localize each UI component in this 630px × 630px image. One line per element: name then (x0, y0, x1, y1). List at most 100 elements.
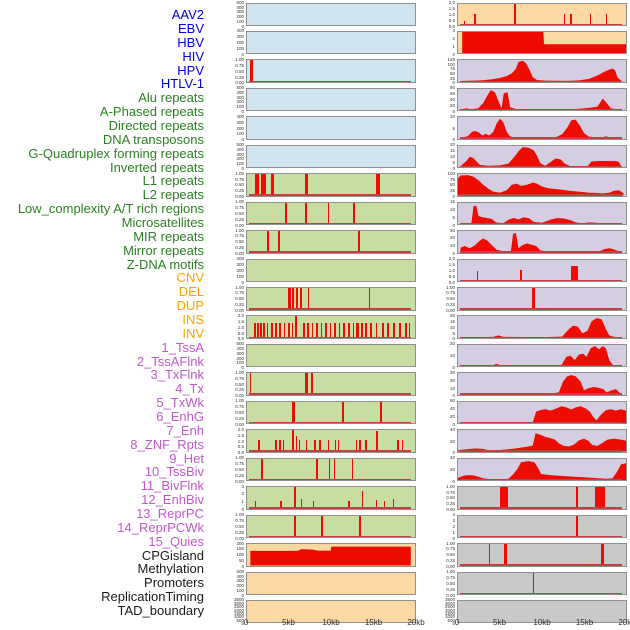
y-tick-label: 5 (452, 125, 455, 131)
y-tick-label: 0.75 (235, 404, 244, 410)
y-tick-label: 200 (236, 125, 244, 131)
signal-baseline (460, 108, 622, 111)
track-label-Alu repeats: Alu repeats (138, 90, 204, 106)
y-tick-label: 0.50 (446, 552, 455, 558)
y-tick-label: 0.25 (235, 472, 244, 478)
track-panel-A-Phased repeats (246, 201, 416, 226)
signal-bar (255, 174, 260, 196)
y-tick-label: 0 (452, 51, 455, 57)
track-label-7_Enh: 7_Enh (166, 422, 204, 438)
y-tick-label: 1 (452, 529, 455, 535)
y-tick-label: 0.75 (446, 489, 455, 495)
signal-bar (392, 498, 394, 509)
signal-bar (368, 288, 371, 310)
y-tick-label: 0.75 (235, 176, 244, 182)
signal-bar (267, 231, 270, 253)
y-tick-label: 500 (236, 569, 244, 574)
y-tick-label: 500 (447, 617, 455, 623)
signal-bar (384, 501, 386, 509)
track-label-MIR repeats: MIR repeats (133, 228, 204, 244)
track-panel-CPGisland (457, 486, 627, 510)
signal-bar (513, 3, 517, 25)
y-tick-label: 100 (236, 360, 244, 366)
y-tick-label: 1.00 (235, 56, 244, 62)
signal-bar (504, 544, 507, 566)
signal-area (461, 146, 621, 168)
track-panel-8_ZNF_Rpts (457, 258, 627, 283)
track-label-TAD_boundary: TAD_boundary (117, 603, 204, 618)
signal-bar (275, 439, 277, 452)
y-tick-label: 0 (241, 23, 244, 29)
y-tick-label: 3500 (233, 597, 244, 603)
x-tick-label: 0 (243, 617, 249, 627)
y-tick-label: 0.75 (235, 517, 244, 523)
y-tick-label: 0 (241, 564, 244, 570)
track-panel-4_Tx (457, 144, 627, 169)
y-tick-label: 200 (236, 156, 244, 162)
signal-baseline (249, 450, 411, 452)
signal-bar (519, 270, 522, 282)
y-tick-label: 3000 (233, 600, 244, 606)
signal-baseline (249, 535, 411, 538)
y-tick-label: 80 (449, 85, 455, 91)
signal-baseline (460, 365, 622, 367)
y-tick-label: 0.00 (235, 393, 244, 399)
y-tick-label: 300 (236, 34, 244, 40)
y-tick-label: 10 (449, 113, 455, 119)
y-tick-label: 3 (241, 483, 244, 489)
y-tick-label: 0.50 (235, 466, 244, 472)
y-tick-label: 2500 (444, 604, 455, 610)
y-tick-label: 1.00 (446, 569, 455, 574)
x-tick-label: 15kb (575, 617, 594, 627)
y-tick-label: 0.25 (446, 558, 455, 564)
signal-bar (476, 271, 479, 282)
track-panel-1_TssA (457, 59, 627, 83)
y-tick-label: 500 (236, 617, 244, 623)
signal-bar (327, 202, 330, 225)
y-tick-label: 3500 (444, 597, 455, 603)
y-tick-label: 0 (452, 336, 455, 342)
signal-baseline (460, 564, 622, 566)
y-tick-label: 50 (449, 71, 455, 76)
y-tick-label: 40 (449, 406, 455, 412)
signal-bar (606, 14, 608, 25)
y-tick-label: 0 (452, 478, 455, 484)
y-tick-label: 0 (241, 507, 244, 513)
y-tick-label: 500 (236, 341, 244, 347)
y-tick-label: 0 (452, 80, 455, 86)
signal-bar (365, 439, 367, 452)
track-panel-5_TxWk (457, 173, 627, 197)
y-tick-label: 0.50 (235, 239, 244, 245)
y-tick-label: 15 (449, 318, 455, 324)
signal-bar (358, 231, 361, 253)
y-tick-label: 500 (236, 85, 244, 91)
signal-bar (347, 322, 350, 338)
signal-bar (589, 14, 592, 25)
y-tick-label: 0.25 (235, 529, 244, 535)
signal-bar (352, 322, 354, 338)
signal-bar (343, 322, 345, 338)
y-tick-label: 0.50 (446, 580, 455, 586)
y-tick-label: 2.0 (448, 256, 455, 262)
y-tick-label: 200 (236, 355, 244, 361)
track-label-L1 repeats: L1 repeats (142, 173, 204, 189)
y-tick-label: 60 (449, 398, 455, 404)
track-label-G-Quadruplex forming repeats: G-Quadruplex forming repeats (28, 145, 204, 161)
track-label-INV: INV (182, 325, 204, 341)
signal-bar (563, 14, 565, 25)
signal-bar (401, 439, 404, 452)
y-tick-label: 0.0 (448, 279, 455, 285)
y-tick-label: 0 (452, 393, 455, 399)
y-tick-label: 0.5 (448, 17, 455, 23)
y-tick-label: 0.0 (448, 23, 455, 29)
signal-bar (397, 439, 400, 452)
signal-bar (488, 544, 491, 566)
y-tick-label: 40 (449, 455, 455, 461)
y-tick-label: 1.0 (448, 267, 455, 273)
y-tick-label: 0.50 (235, 410, 244, 416)
signal-bar (311, 373, 313, 395)
y-tick-label: 25 (449, 75, 455, 81)
y-tick-label: 0.25 (235, 387, 244, 393)
signal-bar (532, 288, 535, 310)
y-tick-label: 1.00 (235, 455, 244, 461)
